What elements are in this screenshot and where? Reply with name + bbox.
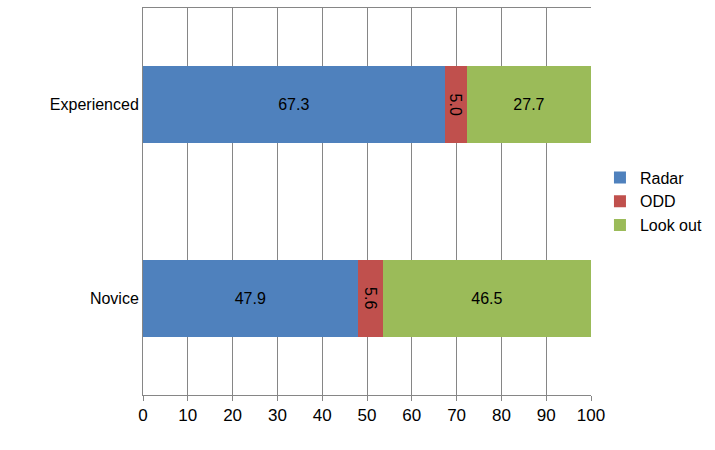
svg-text:80: 80 [492, 406, 511, 425]
svg-text:Look out: Look out [640, 217, 702, 234]
svg-text:90: 90 [537, 406, 556, 425]
svg-text:30: 30 [268, 406, 287, 425]
svg-text:46.5: 46.5 [471, 290, 502, 307]
svg-text:70: 70 [447, 406, 466, 425]
svg-text:Radar: Radar [640, 170, 684, 187]
svg-text:67.3: 67.3 [278, 96, 309, 113]
svg-text:50: 50 [358, 406, 377, 425]
svg-text:47.9: 47.9 [235, 290, 266, 307]
svg-text:0: 0 [138, 406, 147, 425]
svg-text:5.0: 5.0 [447, 94, 464, 116]
svg-text:ODD: ODD [640, 193, 676, 210]
svg-text:5.6: 5.6 [362, 287, 379, 309]
svg-text:60: 60 [402, 406, 421, 425]
svg-text:10: 10 [178, 406, 197, 425]
svg-text:27.7: 27.7 [513, 96, 544, 113]
svg-text:Novice: Novice [90, 290, 139, 307]
svg-text:Experienced: Experienced [50, 96, 139, 113]
svg-text:20: 20 [223, 406, 242, 425]
svg-text:40: 40 [313, 406, 332, 425]
svg-text:100: 100 [577, 406, 605, 425]
